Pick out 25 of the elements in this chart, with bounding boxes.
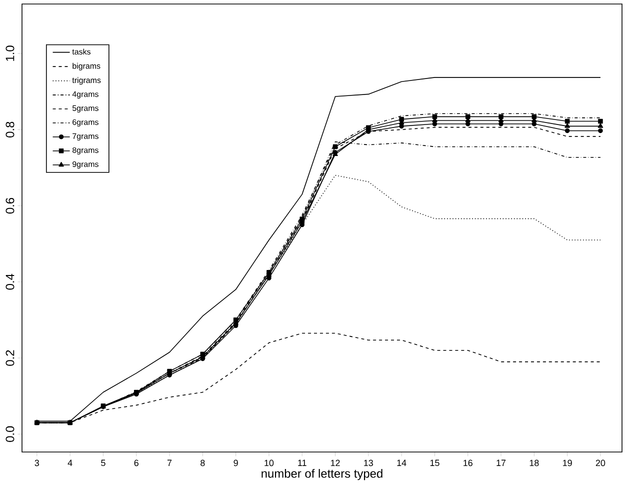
x-tick-label: 9 bbox=[234, 460, 238, 466]
x-tick-label: 11 bbox=[298, 460, 306, 466]
x-tick-label: 3 bbox=[34, 460, 40, 466]
y-tick-label: 0.6 bbox=[6, 198, 14, 214]
y-tick-label: 0.8 bbox=[6, 122, 14, 138]
x-tick-label: 10 bbox=[264, 460, 274, 466]
x-tick-label: 8 bbox=[200, 460, 205, 466]
y-tick-label: 0.0 bbox=[6, 426, 14, 442]
y-tick-label: 0.2 bbox=[6, 350, 14, 366]
x-tick-label: 18 bbox=[530, 460, 539, 466]
x-tick-label: 6 bbox=[134, 460, 138, 466]
y-tick-label: 0.4 bbox=[6, 274, 14, 290]
x-tick-label: 15 bbox=[430, 460, 440, 466]
x-tick-label: 16 bbox=[464, 460, 472, 466]
x-tick-label: 14 bbox=[397, 460, 406, 466]
x-tick-label: 13 bbox=[364, 460, 374, 466]
x-tick-label: 5 bbox=[101, 460, 106, 466]
x-axis-title: number of letters typed bbox=[262, 468, 382, 480]
x-tick-label: 7 bbox=[167, 460, 172, 466]
x-tick-label: 19 bbox=[563, 460, 572, 466]
x-tick-label: 20 bbox=[596, 460, 606, 466]
x-tick-label: 4 bbox=[68, 460, 72, 466]
x-tick-label: 12 bbox=[330, 460, 340, 466]
y-tick-label: 1.0 bbox=[6, 46, 14, 61]
x-tick-label: 17 bbox=[496, 460, 506, 466]
